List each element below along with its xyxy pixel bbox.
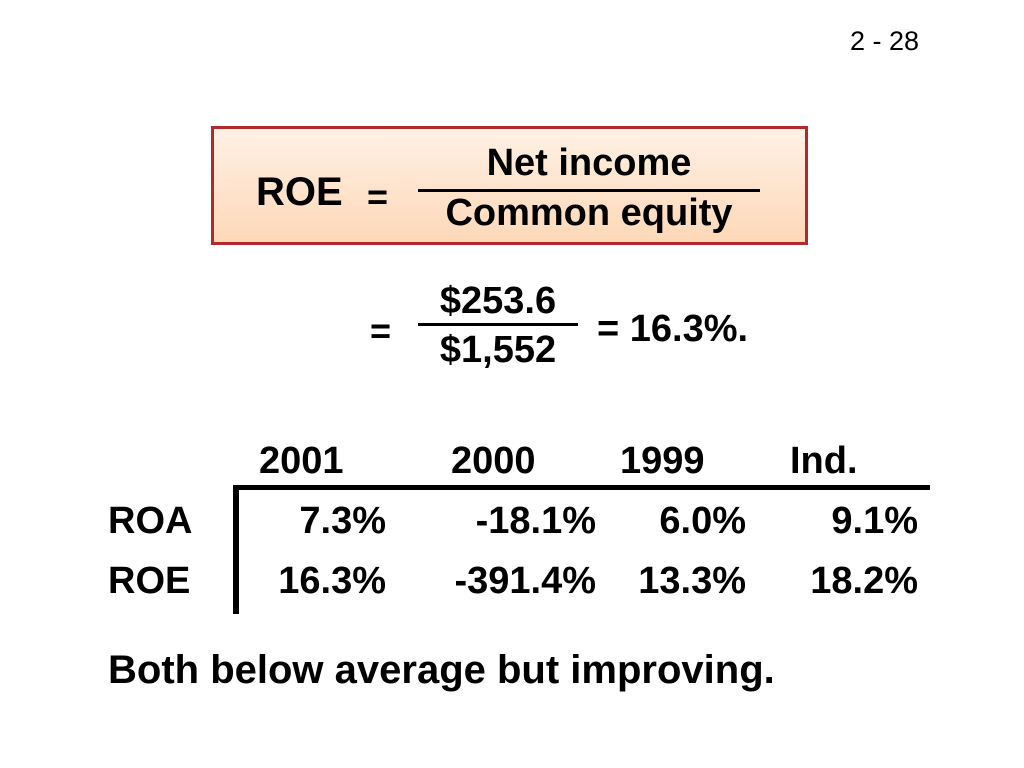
calc-denominator: $1,552 — [439, 329, 557, 371]
table-cell: 7.3% — [299, 500, 386, 542]
column-header-2001: 2001 — [259, 440, 344, 482]
table-cell: 9.1% — [831, 500, 918, 542]
row-label-roa: ROA — [108, 500, 193, 542]
formula-box — [211, 126, 808, 245]
formula-lhs: ROE — [256, 170, 343, 214]
table-cell: 16.3% — [278, 560, 386, 602]
formula-fraction-bar — [418, 189, 760, 192]
slide-number: 2 - 28 — [850, 26, 920, 56]
column-header-1999: 1999 — [620, 440, 705, 482]
column-header-industry: Ind. — [790, 440, 858, 482]
column-header-2000: 2000 — [451, 440, 536, 482]
calc-equals: = — [370, 310, 392, 351]
table-cell: -391.4% — [454, 560, 596, 602]
conclusion-text: Both below average but improving. — [108, 648, 775, 692]
table-cell: 18.2% — [810, 560, 918, 602]
formula-equals: = — [367, 176, 389, 217]
calc-result: = 16.3%. — [597, 308, 749, 350]
table-cell: 6.0% — [659, 500, 746, 542]
table-label-rule — [233, 485, 239, 614]
formula-numerator: Net income — [486, 142, 692, 184]
table-cell: -18.1% — [475, 500, 596, 542]
table-header-rule — [236, 485, 930, 490]
calc-numerator: $253.6 — [439, 280, 557, 322]
row-label-roe: ROE — [108, 560, 191, 602]
formula-denominator: Common equity — [445, 192, 733, 234]
table-cell: 13.3% — [638, 560, 746, 602]
calc-fraction-bar — [418, 323, 578, 326]
